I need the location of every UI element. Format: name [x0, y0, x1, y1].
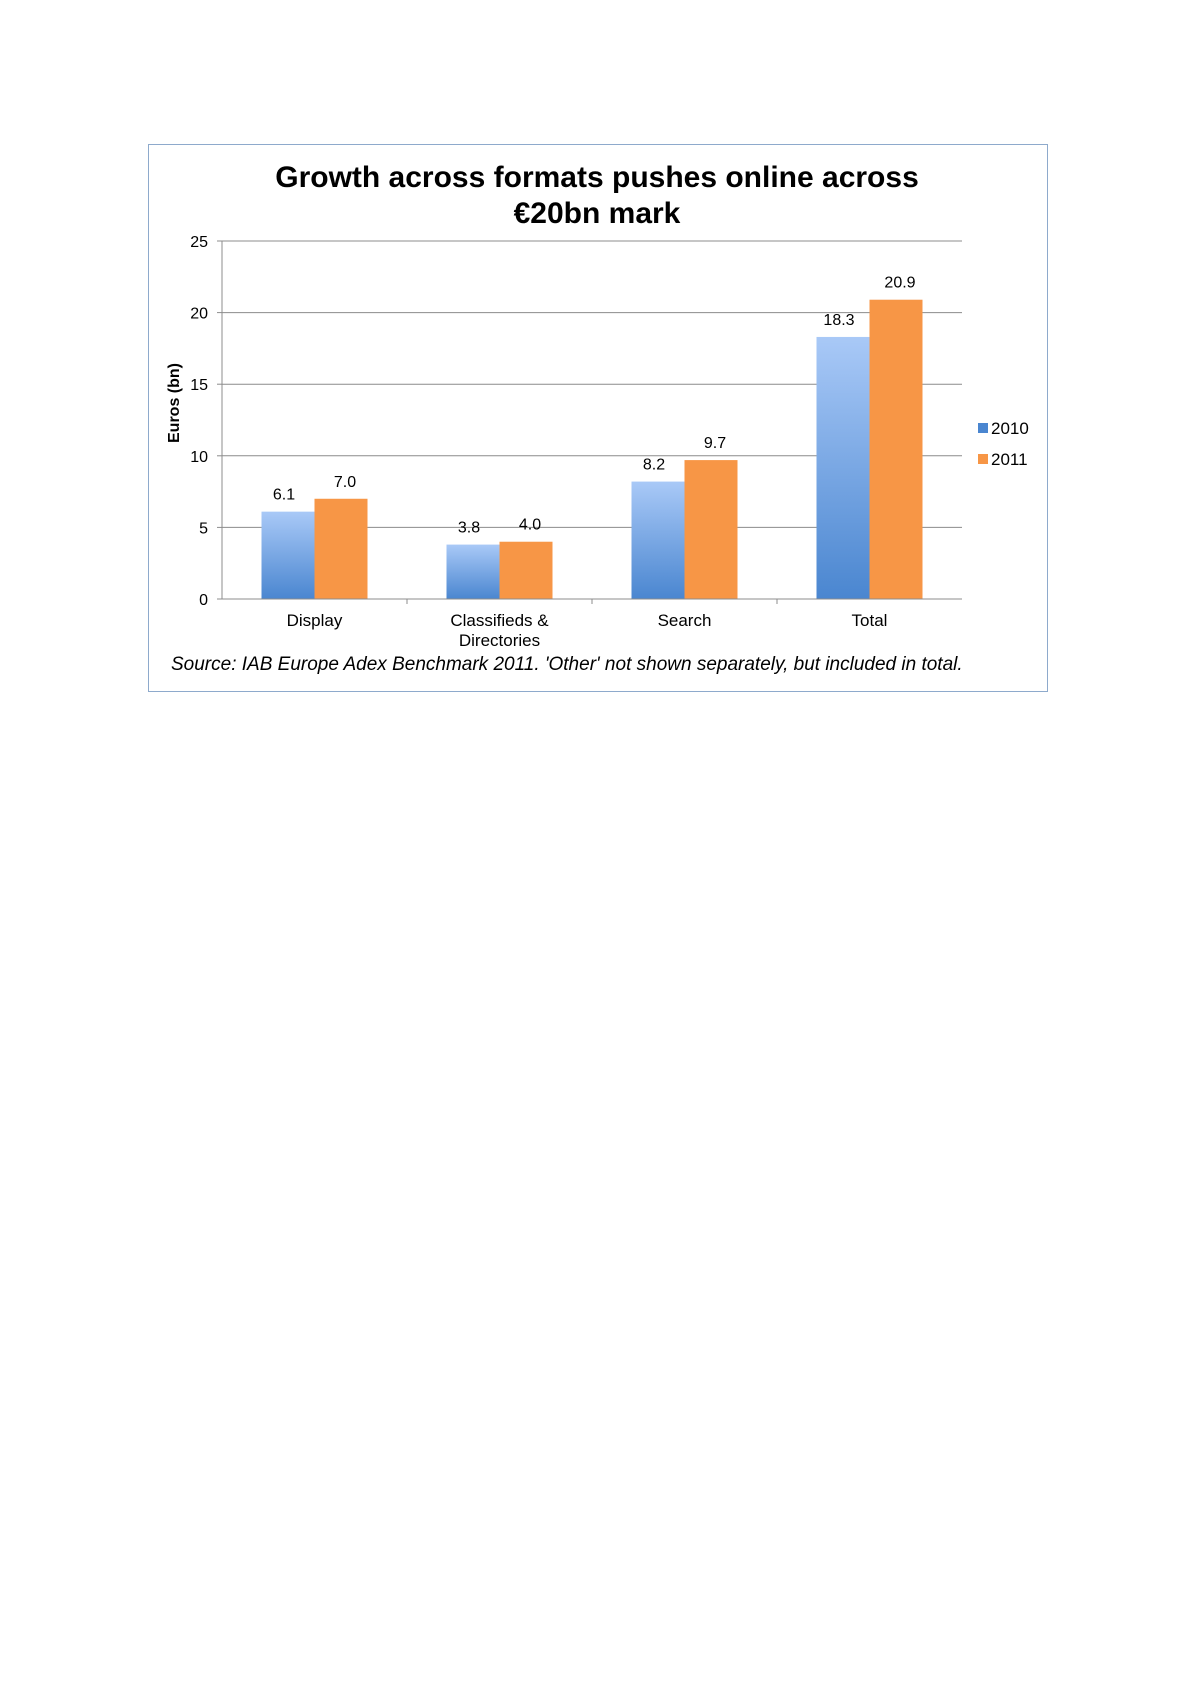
- y-tick-label: 15: [190, 377, 208, 394]
- category-label: Total: [852, 611, 888, 630]
- chart-title-line-1: Growth across formats pushes online acro…: [275, 161, 919, 194]
- data-label-2011-1: 4.0: [519, 517, 541, 534]
- legend-label-2011: 2011: [991, 450, 1028, 469]
- data-label-2010-1: 3.8: [458, 520, 480, 537]
- legend: 2010 2011: [978, 419, 1029, 469]
- axes: [217, 240, 962, 604]
- category-labels: Display Classifieds &Directories Search Tot…: [287, 611, 888, 650]
- data-label-2010-0: 6.1: [273, 487, 295, 504]
- source-note: Source: IAB Europe Adex Benchmark 2011. …: [171, 654, 963, 675]
- bar-2011-2: [684, 460, 738, 599]
- category-label: Classifieds &: [450, 611, 549, 630]
- data-label-2010-3: 18.3: [823, 312, 854, 329]
- y-tick-label: 10: [190, 449, 208, 466]
- y-axis-title: Euros (bn): [166, 363, 183, 443]
- bar-2011-1: [499, 541, 553, 599]
- bar-2011-3: [869, 299, 923, 599]
- y-tick-label: 25: [190, 234, 208, 251]
- category-label: Display: [287, 611, 343, 630]
- y-tick-label: 20: [190, 306, 208, 323]
- bar-2010-0: [261, 511, 315, 599]
- data-labels: 6.1 7.0 3.8 4.0 8.2 9.7 18.3 20.9: [273, 275, 916, 537]
- legend-label-2010: 2010: [991, 419, 1029, 438]
- y-tick-label: 5: [199, 520, 208, 537]
- bar-chart: Growth across formats pushes online acro…: [166, 161, 1029, 675]
- chart-title-line-2: €20bn mark: [514, 197, 681, 230]
- data-label-2011-2: 9.7: [704, 435, 726, 452]
- legend-swatch-2010: [978, 423, 988, 433]
- legend-swatch-2011: [978, 454, 988, 464]
- category-label: Search: [658, 611, 712, 630]
- bar-2010-1: [446, 544, 500, 599]
- y-tick-label: 0: [199, 592, 208, 609]
- bar-2010-2: [631, 481, 685, 599]
- bar-2011-0: [314, 498, 368, 599]
- data-label-2011-0: 7.0: [334, 474, 356, 491]
- data-label-2011-3: 20.9: [884, 275, 915, 292]
- y-tick-labels: 0 5 10 15 20 25: [190, 234, 208, 609]
- category-label: Directories: [459, 631, 540, 650]
- bars: [261, 299, 923, 599]
- bar-2010-3: [816, 336, 870, 599]
- chart-frame: Growth across formats pushes online acro…: [148, 144, 1048, 692]
- data-label-2010-2: 8.2: [643, 457, 665, 474]
